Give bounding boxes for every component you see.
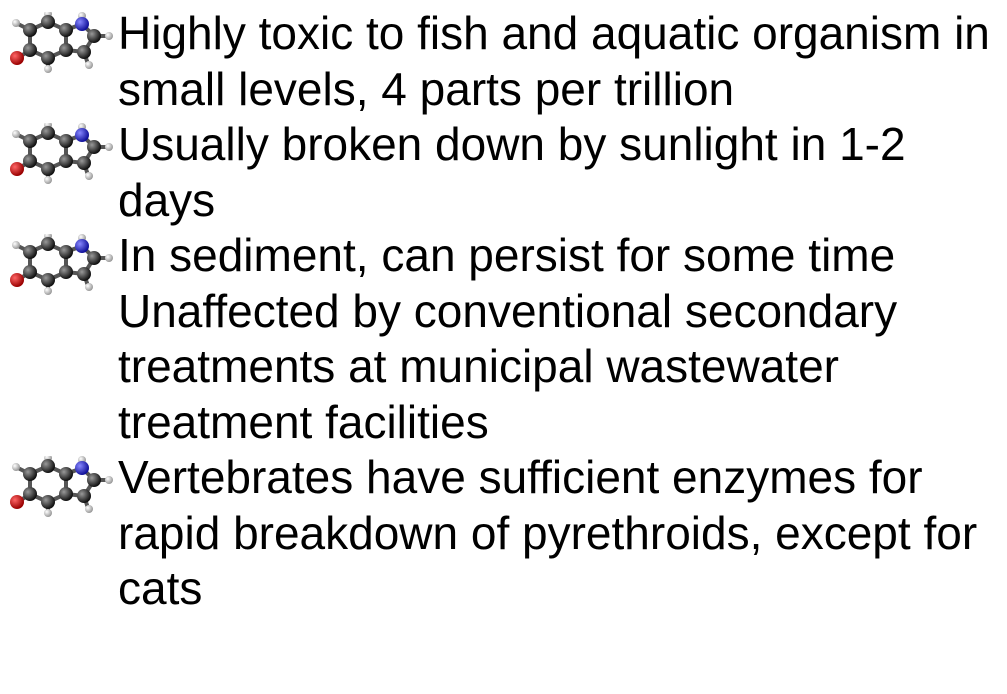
bullet-continuation: Unaffected by conventional secondary tre…: [0, 284, 998, 451]
bullet-text: Highly toxic to fish and aquatic organis…: [118, 7, 990, 115]
molecule-bullet-icon: [8, 456, 118, 520]
molecule-bullet-icon: [8, 12, 118, 76]
molecule-bullet-icon: [8, 123, 118, 187]
bullet-list: Highly toxic to fish and aquatic organis…: [0, 6, 1007, 617]
bullet-text: In sediment, can persist for some time: [118, 229, 895, 281]
bullet-text: Vertebrates have sufficient enzymes for …: [118, 451, 977, 614]
bullet-item: Usually broken down by sunlight in 1-2 d…: [0, 117, 998, 228]
bullet-item: Vertebrates have sufficient enzymes for …: [0, 450, 998, 617]
bullet-item: Highly toxic to fish and aquatic organis…: [0, 6, 998, 117]
bullet-text: Unaffected by conventional secondary tre…: [118, 285, 897, 448]
bullet-item: In sediment, can persist for some time: [0, 228, 998, 284]
bullet-text: Usually broken down by sunlight in 1-2 d…: [118, 118, 906, 226]
slide: Highly toxic to fish and aquatic organis…: [0, 0, 1007, 694]
